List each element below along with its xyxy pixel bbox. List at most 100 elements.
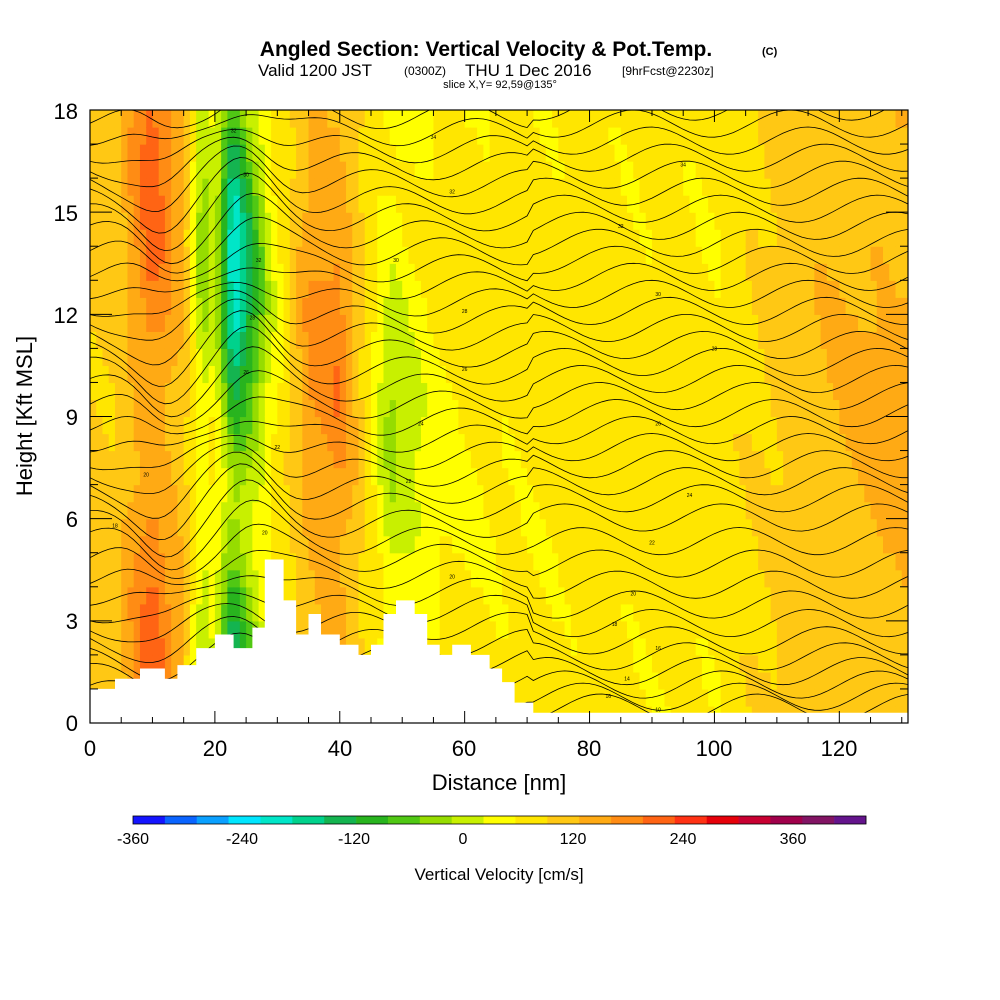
velocity-cell (102, 263, 110, 281)
velocity-cell (901, 297, 908, 315)
velocity-cell (227, 314, 235, 332)
velocity-cell (508, 229, 516, 247)
velocity-cell (177, 127, 185, 145)
velocity-cell (570, 569, 578, 588)
velocity-cell (158, 637, 166, 656)
velocity-cell (271, 297, 278, 315)
velocity-cell (639, 110, 647, 128)
velocity-cell (583, 178, 591, 196)
velocity-cell (533, 484, 541, 503)
velocity-cell (820, 620, 828, 639)
velocity-cell (745, 518, 753, 537)
velocity-cell (651, 195, 659, 213)
velocity-cell (445, 518, 453, 537)
velocity-cell (327, 144, 335, 162)
velocity-cell (196, 399, 203, 418)
velocity-cell (420, 569, 428, 588)
velocity-cell (114, 637, 122, 656)
velocity-cell (770, 297, 778, 315)
velocity-cell (814, 416, 822, 435)
velocity-cell (452, 297, 460, 315)
velocity-cell (552, 569, 559, 588)
velocity-cell (495, 467, 503, 486)
velocity-cell (96, 620, 104, 639)
velocity-cell (445, 484, 453, 503)
velocity-cell (114, 518, 122, 537)
velocity-cell (339, 484, 347, 503)
velocity-cell (714, 688, 722, 707)
velocity-cell (283, 314, 291, 332)
velocity-cell (845, 110, 853, 128)
velocity-cell (539, 535, 547, 554)
velocity-cell (664, 501, 672, 520)
velocity-cell (296, 297, 303, 315)
velocity-cell (227, 501, 235, 520)
theta-contour-line (90, 242, 908, 283)
velocity-cell (758, 535, 765, 554)
velocity-cell (695, 552, 703, 571)
velocity-cell (614, 263, 622, 281)
velocity-cell (814, 314, 822, 332)
velocity-cell (414, 348, 422, 367)
velocity-cell (464, 603, 472, 622)
velocity-cell (726, 331, 734, 349)
velocity-cell (445, 433, 453, 452)
velocity-cell (239, 416, 247, 435)
velocity-cell (801, 314, 809, 332)
velocity-cell (302, 399, 310, 418)
velocity-cell (452, 518, 460, 537)
velocity-cell (758, 331, 765, 349)
velocity-cell (801, 484, 809, 503)
velocity-cell (564, 212, 572, 230)
velocity-cell (639, 382, 647, 401)
velocity-cell (289, 229, 297, 247)
velocity-cell (589, 229, 597, 247)
velocity-cell (389, 433, 397, 452)
velocity-cell (102, 229, 110, 247)
velocity-cell (420, 144, 428, 162)
velocity-cell (583, 297, 591, 315)
velocity-cell (527, 195, 534, 213)
velocity-cell (502, 348, 509, 367)
velocity-cell (202, 229, 210, 247)
velocity-cell (670, 552, 678, 571)
velocity-cell (208, 382, 216, 401)
velocity-cell (683, 263, 691, 281)
velocity-cell (808, 688, 815, 707)
velocity-cell (558, 620, 566, 639)
velocity-cell (239, 246, 247, 264)
velocity-cell (858, 229, 865, 247)
velocity-cell (627, 467, 634, 486)
velocity-cell (883, 280, 890, 298)
velocity-cell (333, 603, 341, 622)
velocity-cell (389, 110, 397, 128)
velocity-cell (527, 263, 534, 281)
velocity-cell (339, 297, 347, 315)
velocity-cell (146, 620, 154, 639)
velocity-cell (308, 127, 316, 145)
velocity-cell (452, 178, 460, 196)
velocity-cell (164, 603, 172, 622)
velocity-cell (895, 382, 903, 401)
velocity-cell (533, 246, 541, 264)
velocity-cell (577, 127, 584, 145)
velocity-cell (90, 467, 97, 486)
velocity-cell (133, 110, 141, 128)
velocity-cell (751, 620, 759, 639)
velocity-cell (683, 501, 691, 520)
contour-label: 32 (449, 190, 455, 196)
velocity-cell (121, 365, 129, 384)
velocity-cell (639, 433, 647, 452)
velocity-cell (258, 450, 266, 469)
velocity-cell (801, 620, 809, 639)
velocity-cell (845, 569, 853, 588)
velocity-cell (339, 263, 347, 281)
velocity-cell (370, 450, 378, 469)
velocity-cell (689, 484, 697, 503)
velocity-cell (327, 450, 335, 469)
velocity-cell (127, 501, 135, 520)
velocity-cell (114, 246, 122, 264)
velocity-cell (670, 637, 678, 656)
velocity-cell (820, 348, 828, 367)
velocity-cell (214, 161, 222, 179)
